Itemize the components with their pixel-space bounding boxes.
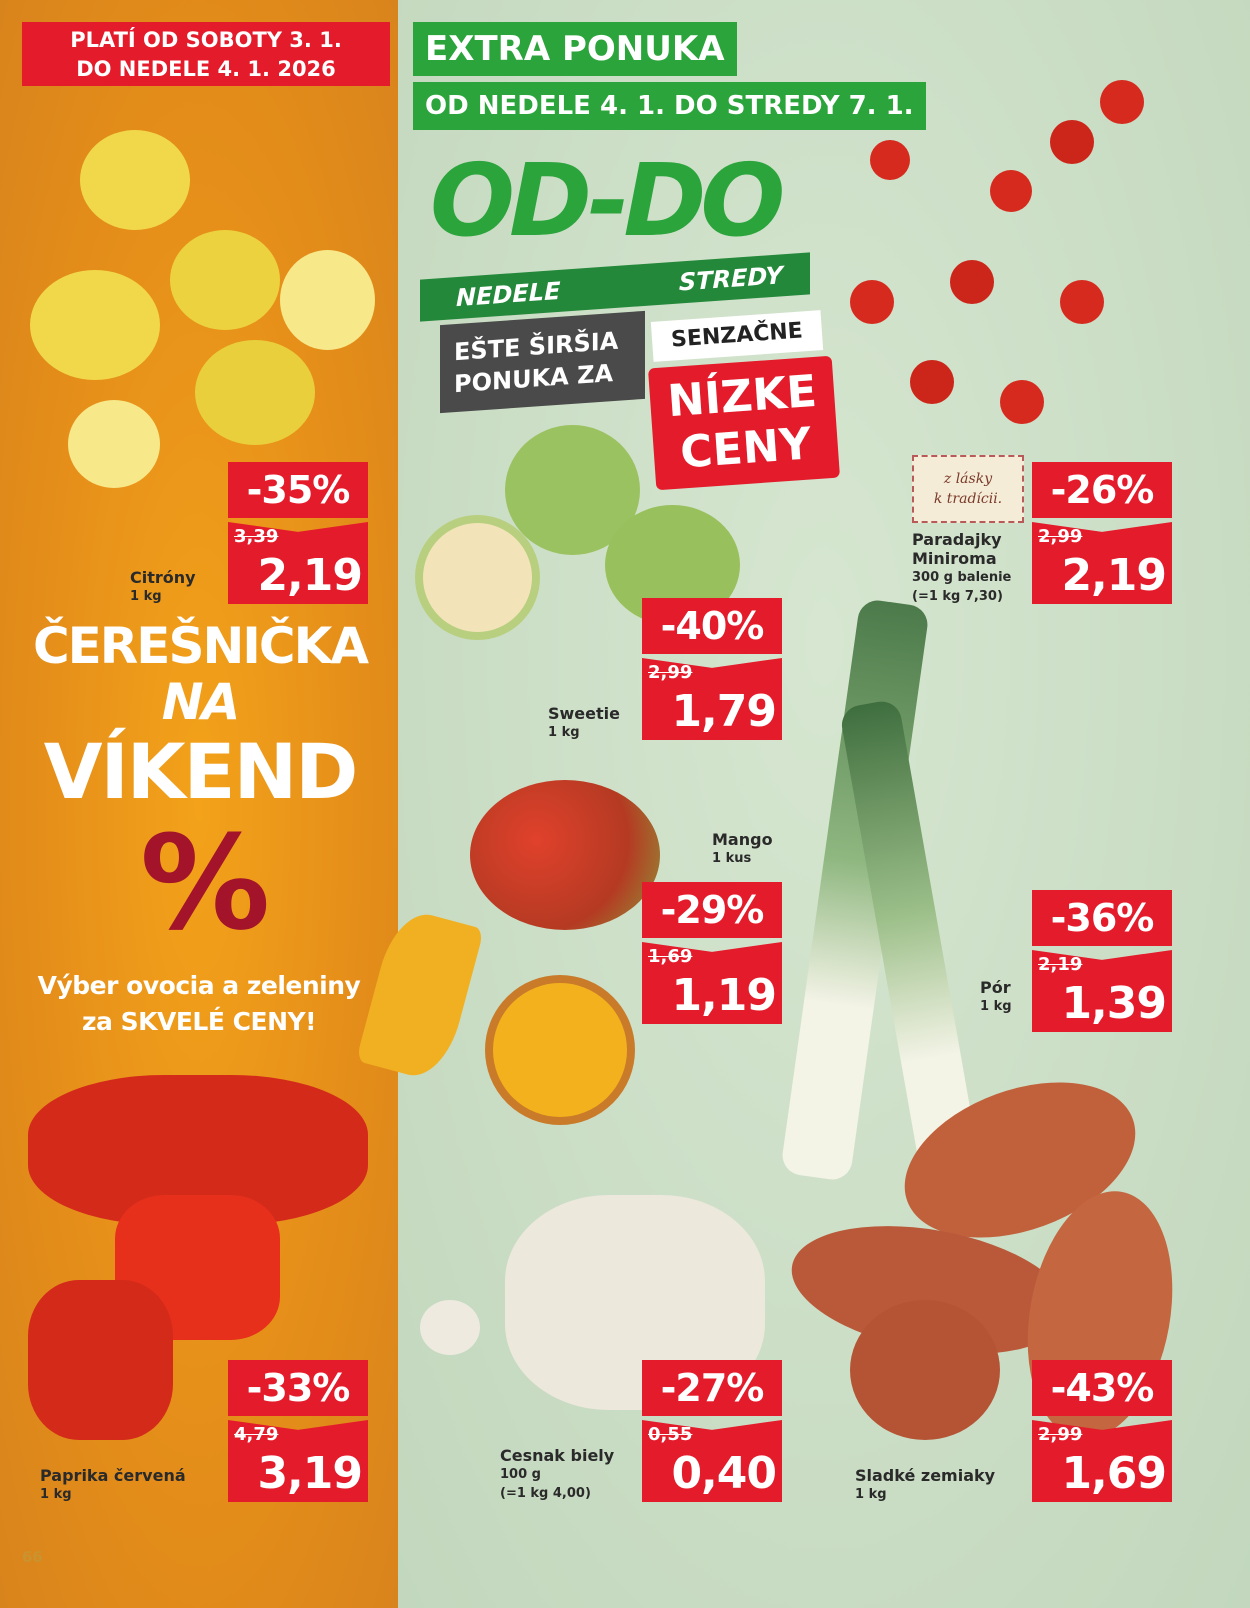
old-price: 2,99 <box>648 662 693 683</box>
validity-line1: PLATÍ OD SOBOTY 3. 1. <box>70 28 342 52</box>
sweet-potato-image <box>850 1300 1000 1440</box>
product-sweetie: Sweetie 1 kg <box>548 704 620 742</box>
price-tag: -33% 4,79 3,19 <box>228 1360 368 1502</box>
weekend-subtitle: Výber ovocia a zeleniny za SKVELÉ CENY! <box>0 968 398 1040</box>
price-tag: -35% 3,39 2,19 <box>228 462 368 604</box>
discount-label: -40% <box>642 598 782 654</box>
garlic-bulb-image <box>420 1300 480 1355</box>
sub2: za SKVELÉ CENY! <box>82 1007 317 1036</box>
product-name: Citróny <box>130 568 196 587</box>
product-unit: 300 g balenie <box>912 570 1012 585</box>
product-name: Cesnak biely <box>500 1446 615 1465</box>
product-cesnak: Cesnak biely 100 g (=1 kg 4,00) <box>500 1446 614 1503</box>
weekend-l3: VÍKEND <box>43 727 359 816</box>
extra-offer-title: EXTRA PONUKA <box>413 22 737 76</box>
mango-half-image <box>485 975 635 1125</box>
new-price: 2,19 <box>1061 550 1167 601</box>
product-citrony: Citróny 1 kg <box>130 568 196 606</box>
badge-l2: k tradícii. <box>933 491 1003 507</box>
product-unit: 100 g <box>500 1467 541 1482</box>
old-price: 2,99 <box>1038 1424 1083 1445</box>
mango-image <box>470 780 660 930</box>
product-unit-price: (=1 kg 4,00) <box>500 1486 591 1501</box>
validity-line2: DO NEDELE 4. 1. 2026 <box>76 57 336 81</box>
product-name: Mango <box>712 830 773 849</box>
discount-label: -33% <box>228 1360 368 1416</box>
product-name: Sweetie <box>548 704 620 723</box>
discount-label: -27% <box>642 1360 782 1416</box>
old-price: 3,39 <box>234 526 279 547</box>
product-sladke-zemiaky: Sladké zemiaky 1 kg <box>855 1466 995 1504</box>
weekend-title: ČEREŠNIČKA NA VÍKEND <box>10 618 390 814</box>
to-day: STREDY <box>678 261 783 297</box>
low-prices-box: NÍZKE CENY <box>647 355 841 491</box>
tomatoes-image <box>850 80 1160 450</box>
badge-l1: z lásky <box>943 471 993 487</box>
old-price: 0,55 <box>648 1424 693 1445</box>
price-tag: -26% 2,99 2,19 <box>1032 462 1172 604</box>
new-price: 2,19 <box>257 550 363 601</box>
weekend-l1: ČEREŠNIČKA <box>32 617 369 675</box>
lemon-half-image <box>68 400 160 488</box>
new-price: 3,19 <box>257 1448 363 1499</box>
discount-label: -43% <box>1032 1360 1172 1416</box>
product-unit: 1 kg <box>130 589 162 604</box>
discount-label: -36% <box>1032 890 1172 946</box>
senzacne-label: SENZAČNE <box>650 310 824 362</box>
price-tag: -43% 2,99 1,69 <box>1032 1360 1172 1502</box>
new-price: 1,39 <box>1061 978 1167 1029</box>
product-name: Paprika červená <box>40 1466 186 1485</box>
date-ribbon: NEDELE STREDY <box>420 252 810 322</box>
old-price: 2,19 <box>1038 954 1083 975</box>
price-tag: -40% 2,99 1,79 <box>642 598 782 740</box>
product-unit: 1 kg <box>855 1487 887 1502</box>
sub1: Výber ovocia a zeleniny <box>37 971 361 1000</box>
product-name: Sladké zemiaky <box>855 1466 996 1485</box>
price-tag: -27% 0,55 0,40 <box>642 1360 782 1502</box>
lemon-image <box>30 270 160 380</box>
sweetie-half-image <box>415 515 540 640</box>
tagline: EŠTE ŠIRŠIA PONUKA ZA <box>440 310 645 414</box>
pepper-image <box>28 1280 173 1440</box>
product-unit-price: (=1 kg 7,30) <box>912 589 1003 604</box>
lemon-image <box>170 230 280 330</box>
product-paradajky: Paradajky Miniroma 300 g balenie (=1 kg 7,… <box>912 530 1022 606</box>
page-number: 66 <box>22 1548 43 1566</box>
from-day: NEDELE <box>456 276 561 313</box>
cherry-percent-icon: % <box>140 807 271 959</box>
product-name: Paradajky Miniroma <box>912 530 1002 568</box>
price-tag: -36% 2,19 1,39 <box>1032 890 1172 1032</box>
product-mango: Mango 1 kus <box>712 830 773 868</box>
discount-label: -26% <box>1032 462 1172 518</box>
od-do-logo: OD-DO NEDELE STREDY EŠTE ŠIRŠIA PONUKA Z… <box>420 142 841 491</box>
product-unit: 1 kg <box>40 1487 72 1502</box>
z-lasky-badge: z lásky k tradícii. <box>912 455 1024 523</box>
weekend-l2: NA <box>161 673 241 731</box>
validity-banner: PLATÍ OD SOBOTY 3. 1. DO NEDELE 4. 1. 20… <box>22 22 390 86</box>
old-price: 2,99 <box>1038 526 1083 547</box>
new-price: 1,69 <box>1061 1448 1167 1499</box>
new-price: 1,19 <box>671 970 777 1021</box>
product-unit: 1 kg <box>980 999 1012 1014</box>
new-price: 1,79 <box>671 686 777 737</box>
lemon-image <box>80 130 190 230</box>
discount-label: -35% <box>228 462 368 518</box>
product-por: Pór 1 kg <box>980 978 1012 1016</box>
old-price: 4,79 <box>234 1424 279 1445</box>
price-tag: -29% 1,69 1,19 <box>642 882 782 1024</box>
product-paprika: Paprika červená 1 kg <box>40 1466 186 1504</box>
product-unit: 1 kg <box>548 725 580 740</box>
product-name: Pór <box>980 978 1011 997</box>
lemon-half-image <box>280 250 375 350</box>
discount-label: -29% <box>642 882 782 938</box>
extra-offer-dates: OD NEDELE 4. 1. DO STREDY 7. 1. <box>413 82 926 130</box>
lemon-image <box>195 340 315 445</box>
product-unit: 1 kus <box>712 851 752 866</box>
old-price: 1,69 <box>648 946 693 967</box>
new-price: 0,40 <box>671 1448 777 1499</box>
logo-text: OD-DO <box>430 142 785 259</box>
